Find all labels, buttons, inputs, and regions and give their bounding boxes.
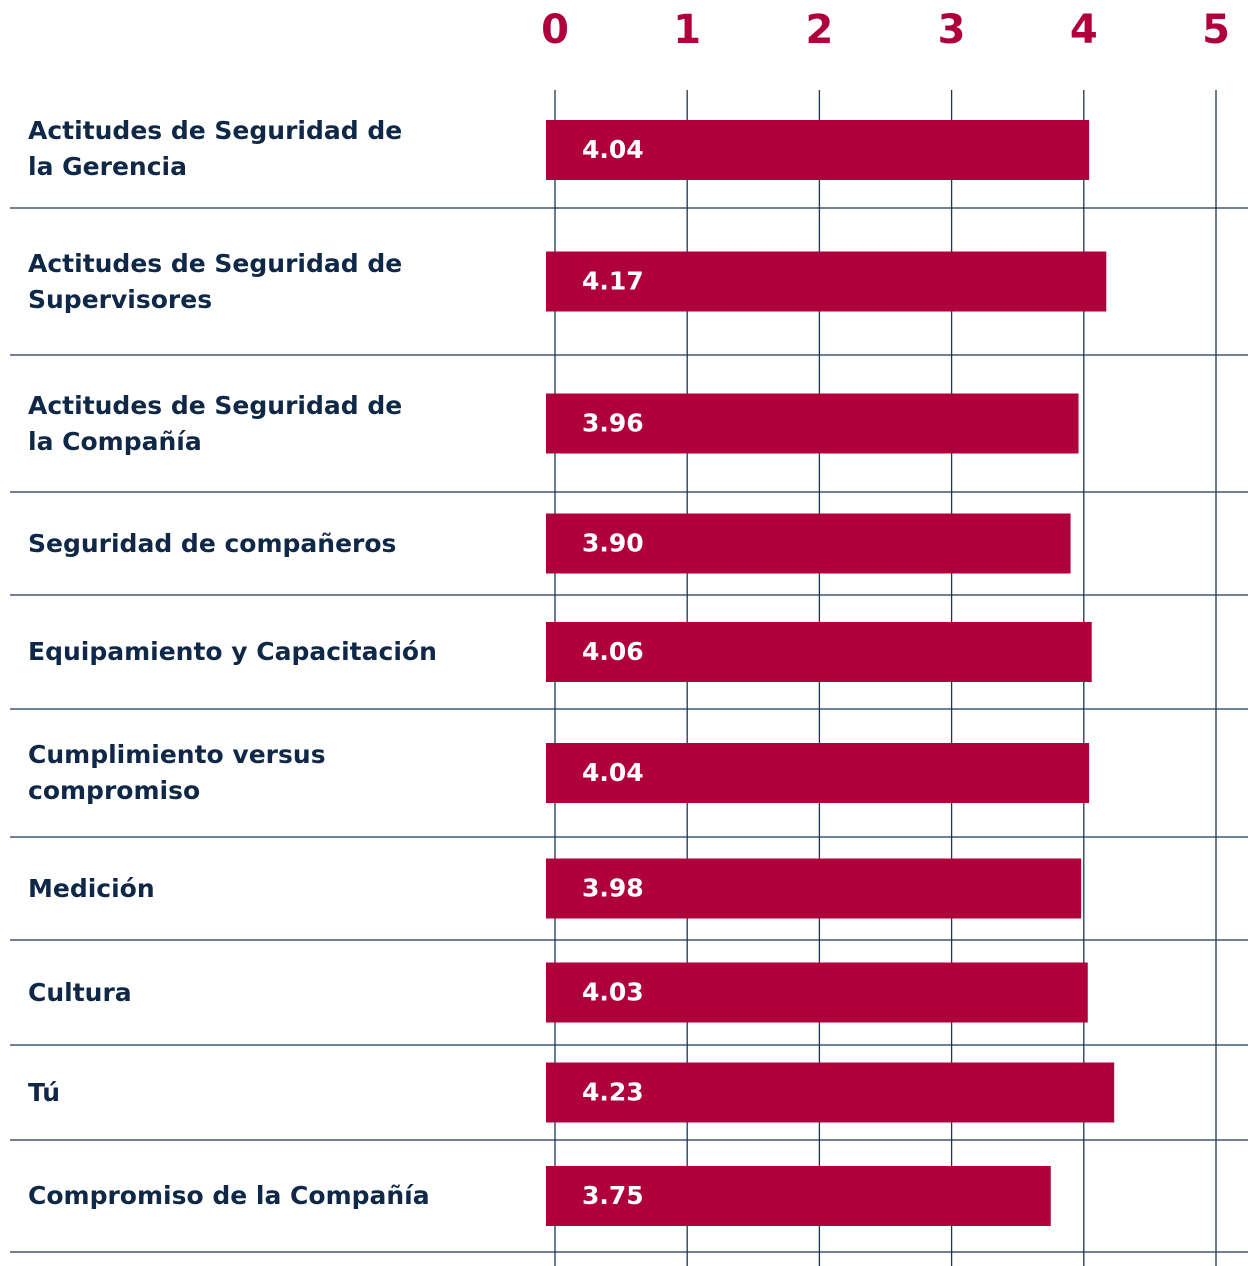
category-label: Actitudes de Seguridad de la Gerencia <box>28 116 403 181</box>
category-label: Equipamiento y Capacitación <box>28 637 437 666</box>
category-label: Actitudes de Seguridad de la Compañía <box>28 390 403 456</box>
category-label-box: Actitudes de Seguridad de la Gerencia <box>28 116 403 181</box>
category-label: Cultura <box>28 977 132 1007</box>
category-label-box: Medición <box>28 873 155 903</box>
category-label-box: Cumplimiento versus compromiso <box>28 740 326 805</box>
category-label: Cumplimiento versus compromiso <box>28 740 326 805</box>
x-tick-label: 2 <box>805 7 833 53</box>
category-label: Actitudes de Seguridad de Supervisores <box>28 248 403 314</box>
value-label: 3.98 <box>582 874 644 903</box>
category-label-box: Seguridad de compañeros <box>28 528 397 558</box>
category-label: Compromiso de la Compañía <box>28 1181 430 1210</box>
category-label-box: Actitudes de Seguridad de la Compañía <box>28 390 403 456</box>
bar <box>546 1166 1051 1226</box>
bar <box>546 251 1107 312</box>
bar <box>546 1062 1115 1123</box>
value-label: 4.23 <box>582 1078 644 1107</box>
value-label: 4.03 <box>582 978 644 1007</box>
x-tick-label: 1 <box>673 7 701 53</box>
bar <box>546 513 1071 574</box>
category-label-box: Equipamiento y Capacitación <box>28 637 437 666</box>
x-tick-label: 5 <box>1202 7 1230 53</box>
bar <box>546 743 1090 803</box>
x-tick-label: 0 <box>541 7 569 53</box>
bar <box>546 393 1079 454</box>
value-label: 3.75 <box>582 1181 644 1210</box>
x-tick-label: 4 <box>1070 7 1098 53</box>
category-label-box: Compromiso de la Compañía <box>28 1181 430 1210</box>
bar <box>546 858 1082 919</box>
bar <box>546 120 1090 180</box>
category-label: Seguridad de compañeros <box>28 528 397 558</box>
bar <box>546 622 1092 682</box>
value-label: 4.04 <box>582 135 644 164</box>
category-label-box: Cultura <box>28 977 132 1007</box>
bar <box>546 962 1088 1023</box>
value-label: 4.17 <box>582 267 644 296</box>
value-label: 4.04 <box>582 758 644 787</box>
value-label: 3.96 <box>582 409 644 438</box>
value-label: 3.90 <box>582 529 644 558</box>
category-label: Medición <box>28 873 155 903</box>
category-label: Tú <box>28 1077 61 1107</box>
category-label-box: Tú <box>28 1077 61 1107</box>
value-label: 4.06 <box>582 637 644 666</box>
category-label-box: Actitudes de Seguridad de Supervisores <box>28 248 403 314</box>
x-tick-label: 3 <box>938 7 966 53</box>
